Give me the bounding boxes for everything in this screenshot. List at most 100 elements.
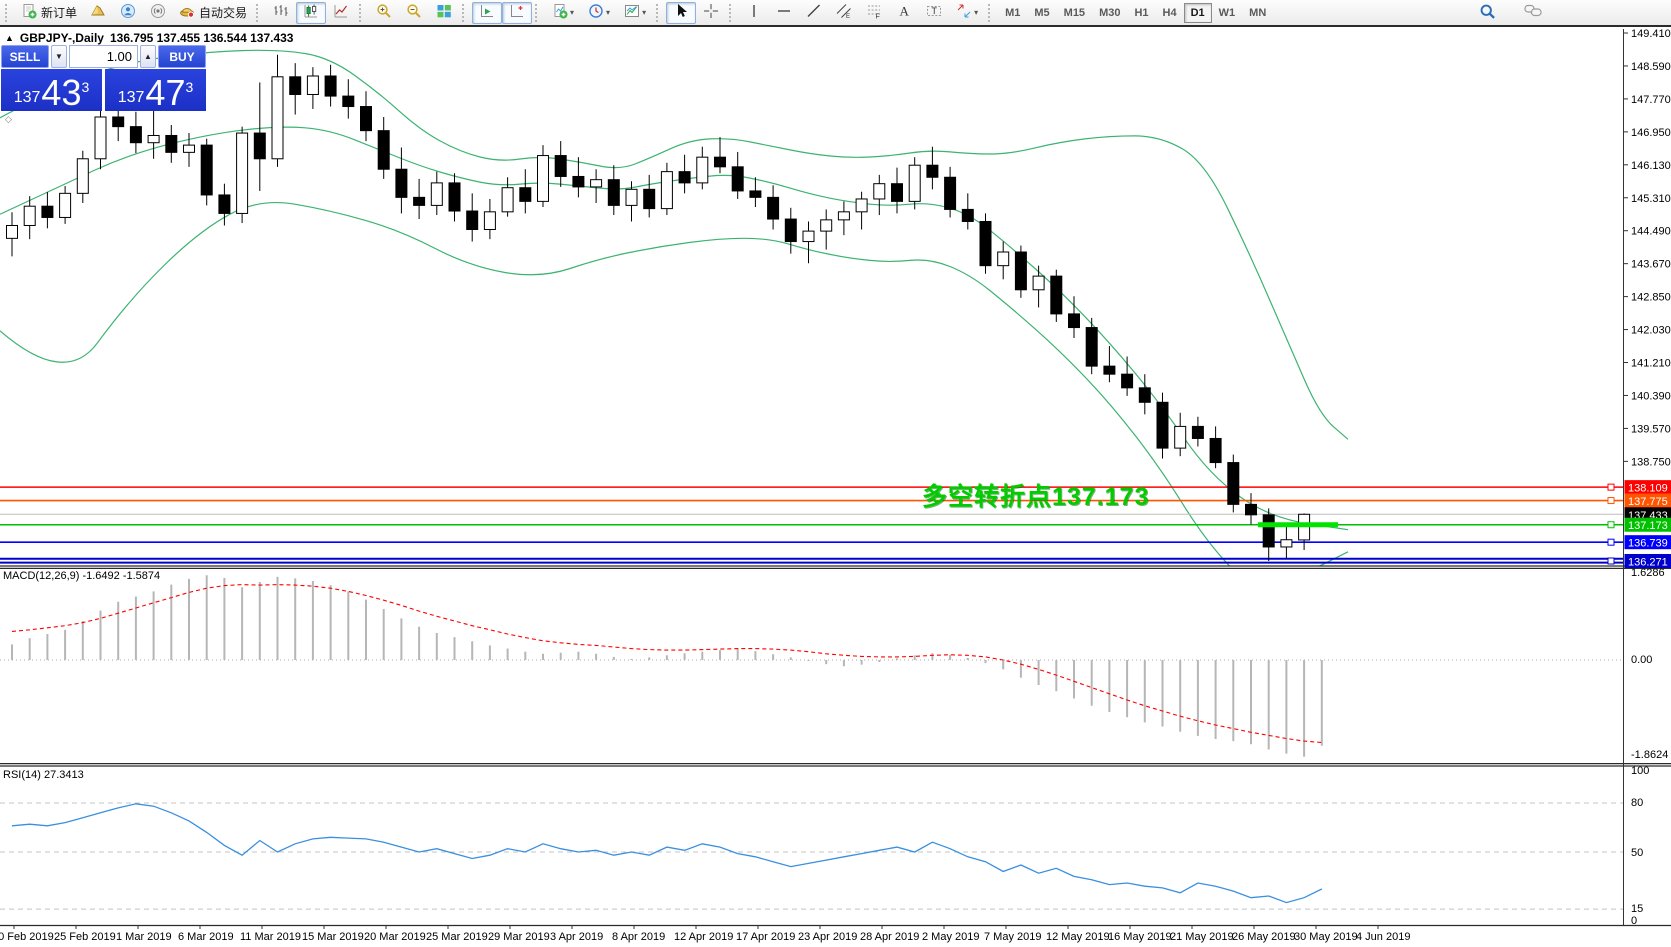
new-order-button[interactable]: 新订单	[15, 2, 83, 24]
timeframe-m15-button[interactable]: M15	[1057, 3, 1092, 23]
candlestick-series[interactable]	[6, 54, 1311, 561]
trendline-button[interactable]	[799, 2, 829, 24]
volume-input[interactable]	[69, 45, 138, 68]
line-anchor-marker[interactable]	[1607, 557, 1615, 565]
mql5-community-button[interactable]	[113, 2, 143, 24]
buy-button[interactable]: BUY	[158, 45, 206, 68]
chevron-down-icon[interactable]: ▾	[642, 8, 647, 17]
line-anchor-marker[interactable]	[1607, 497, 1615, 505]
vertical-line-button[interactable]	[739, 2, 769, 24]
buy-price-display[interactable]: 137 47 3	[105, 69, 206, 111]
timeframe-h1-button[interactable]: H1	[1127, 3, 1155, 23]
text-icon: A	[896, 3, 912, 22]
price-tags: 138.109137.775137.433137.173136.739136.2…	[1607, 480, 1671, 568]
chevron-down-icon[interactable]: ▾	[570, 8, 575, 17]
candle-body	[236, 132, 249, 214]
sell-price-display[interactable]: 137 43 3	[1, 69, 102, 111]
horizontal-line-button[interactable]	[769, 2, 799, 24]
templates-button[interactable]: ▾	[617, 2, 653, 24]
timeframe-w1-button[interactable]: W1	[1212, 3, 1243, 23]
sell-button[interactable]: SELL	[1, 45, 49, 68]
periods-button[interactable]: ▾	[581, 2, 617, 24]
timeframe-m30-button[interactable]: M30	[1092, 3, 1127, 23]
candle-body	[1209, 437, 1222, 464]
price-tag[interactable]	[1624, 553, 1671, 568]
candle-body	[360, 106, 372, 132]
indicators-list-button[interactable]: ▾	[545, 2, 581, 24]
text-button[interactable]: A	[889, 2, 919, 24]
cursor-button[interactable]	[666, 1, 697, 24]
news-broadcast-button[interactable]	[143, 2, 173, 24]
chat-button[interactable]	[1517, 2, 1549, 24]
price-axis[interactable]: 149.410 148.590 147.770 146.950 146.130 145.3…	[1623, 28, 1671, 468]
zoom-out-button[interactable]	[399, 2, 429, 24]
candle-body	[572, 175, 585, 188]
chevron-down-icon[interactable]: ▾	[606, 8, 611, 17]
market-watch-icon	[90, 3, 106, 22]
horizontal-lines[interactable]	[0, 486, 1623, 564]
price-tag[interactable]	[1624, 535, 1671, 550]
auto-trading-button[interactable]: 自动交易	[173, 2, 253, 24]
tile-windows-button[interactable]	[429, 2, 459, 24]
periods-icon	[588, 3, 604, 22]
price-tag[interactable]	[1624, 480, 1671, 495]
candle-body	[1174, 425, 1187, 449]
line-chart-button[interactable]	[326, 2, 356, 24]
price-tick-label: 145.310	[1631, 193, 1671, 205]
price-tag[interactable]	[1624, 517, 1671, 532]
rsi-axis-label: 15	[1631, 903, 1643, 915]
rsi-pane[interactable]	[0, 802, 1623, 910]
toolbar-group-grip	[256, 3, 262, 22]
green-trend-segment[interactable]	[1258, 522, 1338, 528]
timeframe-m1-button[interactable]: M1	[998, 3, 1027, 23]
equidistant-channel-button[interactable]: E	[829, 2, 859, 24]
candle-body	[537, 155, 549, 202]
fibonacci-retracement-button[interactable]: F	[859, 2, 889, 24]
search-button[interactable]	[1472, 2, 1503, 24]
volume-decrease-button[interactable]: ▼	[51, 45, 67, 68]
bollinger-middle-band	[0, 126, 1349, 531]
fibonacci-retracement-icon: F	[866, 3, 882, 22]
candle-body	[714, 156, 726, 168]
crosshair-button[interactable]	[696, 2, 726, 24]
timeframe-h4-button[interactable]: H4	[1156, 3, 1184, 23]
symbol-title: GBPJPY-,Daily	[19, 31, 104, 45]
candle-body	[891, 183, 903, 202]
volume-increase-button[interactable]: ▲	[140, 45, 156, 68]
text-label-button[interactable]: T	[919, 2, 949, 24]
candle-body	[200, 144, 213, 196]
date-tick-label: 7 May 2019	[984, 931, 1041, 943]
timeframe-d1-button[interactable]: D1	[1183, 2, 1212, 23]
date-tick-label: 17 Apr 2019	[736, 931, 795, 943]
candle-body	[59, 192, 72, 218]
chevron-down-icon[interactable]: ▾	[974, 8, 979, 17]
candle-body	[873, 183, 886, 200]
timeframe-m5-button[interactable]: M5	[1027, 3, 1056, 23]
bollinger-upper-band	[0, 49, 1349, 440]
price-tag[interactable]	[1624, 493, 1671, 508]
candle-body	[448, 182, 461, 212]
chat-icon	[1524, 3, 1542, 22]
collapse-panel-icon[interactable]: ▲	[5, 33, 14, 43]
line-anchor-marker[interactable]	[1607, 538, 1615, 546]
vertical-line-icon	[746, 3, 762, 22]
candle-body	[767, 196, 780, 220]
bar-chart-button[interactable]	[266, 2, 296, 24]
svg-text:F: F	[876, 14, 880, 20]
line-anchor-marker[interactable]	[1607, 483, 1615, 491]
line-anchor-marker[interactable]	[1607, 521, 1615, 529]
auto-scroll-button[interactable]	[472, 1, 503, 24]
arrows-button[interactable]: ▾	[949, 2, 985, 24]
zoom-in-button[interactable]	[369, 2, 399, 24]
bar-chart-icon	[273, 3, 289, 22]
date-tick-label: 28 Apr 2019	[860, 931, 919, 943]
timeframe-mn-button[interactable]: MN	[1242, 3, 1273, 23]
bollinger-bands	[0, 49, 1349, 566]
market-watch-button[interactable]	[83, 2, 113, 24]
macd-pane[interactable]	[0, 575, 1623, 757]
candlestick-chart-button[interactable]	[296, 1, 327, 24]
chart-shift-button[interactable]	[502, 1, 533, 24]
